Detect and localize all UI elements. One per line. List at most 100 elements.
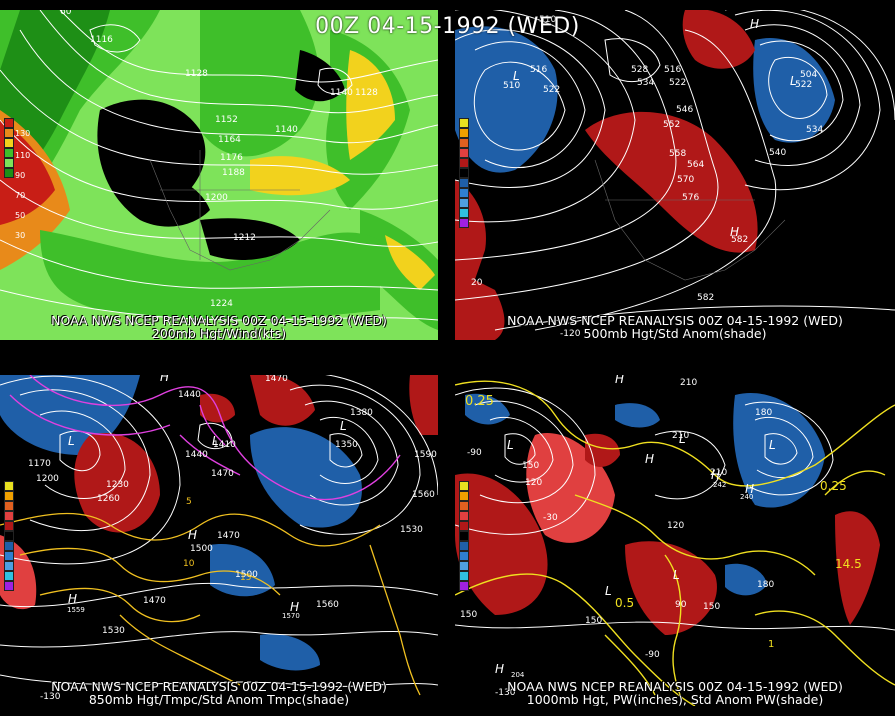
map-main-title: 00Z 04-15-1992 (WED) (315, 14, 580, 39)
caption-line2-500mb: 500mb Hgt/Std Anom(shade) (583, 326, 767, 340)
svg-text:528: 528 (631, 65, 648, 75)
caption-line2-200mb: 200mb Hgt/Wind(kts) (151, 326, 287, 340)
svg-text:-30: -30 (543, 513, 558, 523)
svg-text:582: 582 (731, 235, 748, 245)
svg-text:1380: 1380 (350, 408, 373, 418)
svg-text:L: L (605, 584, 612, 598)
svg-text:-120: -120 (560, 329, 581, 339)
svg-text:522: 522 (669, 78, 686, 88)
svg-text:210: 210 (680, 378, 697, 388)
map-200mb: 1116 1128 1152 1164 1176 1188 1140 1200 … (0, 10, 438, 340)
svg-text:15: 15 (240, 573, 251, 583)
svg-text:534: 534 (806, 125, 823, 135)
colorbar-label: 110 (15, 151, 31, 160)
svg-text:576: 576 (682, 193, 699, 203)
svg-text:H: H (290, 600, 299, 614)
svg-text:150: 150 (703, 602, 720, 612)
svg-text:L: L (340, 419, 347, 433)
svg-text:180: 180 (757, 580, 774, 590)
colorbar-label: 130 (15, 129, 31, 138)
svg-text:210: 210 (710, 468, 727, 478)
svg-text:150: 150 (460, 610, 477, 620)
caption-line1-1000mb: NOAA NWS NCEP REANALYSIS 00Z 04-15-1992 … (507, 679, 843, 694)
caption-line1-200mb: NOAA NWS NCEP REANALYSIS 00Z 04-15-1992 … (51, 313, 387, 328)
svg-text:1560: 1560 (412, 490, 435, 500)
svg-text:1470: 1470 (265, 375, 288, 384)
svg-text:1440: 1440 (185, 450, 208, 460)
svg-text:L: L (68, 434, 75, 448)
svg-text:H: H (68, 592, 77, 606)
svg-text:1260: 1260 (97, 494, 120, 504)
svg-text:204: 204 (511, 671, 525, 679)
svg-text:240: 240 (620, 375, 637, 376)
svg-text:516: 516 (530, 65, 547, 75)
svg-text:504: 504 (800, 70, 817, 80)
svg-text:210: 210 (672, 431, 689, 441)
svg-text:H: H (188, 528, 197, 542)
caption-line1-850mb: NOAA NWS NCEP REANALYSIS 00Z 04-15-1992 … (51, 679, 387, 694)
panel-1000mb: 0.25 0.25 0.5 1 14.5 240 210 -90 150 120… (455, 375, 895, 706)
panel-500mb: 504 510 516 522 510 528 534 516 522 546 … (455, 10, 895, 340)
svg-text:L: L (513, 69, 520, 83)
svg-text:1230: 1230 (106, 480, 129, 490)
svg-text:10: 10 (183, 559, 195, 569)
svg-text:20: 20 (471, 278, 483, 288)
svg-text:L: L (769, 438, 776, 452)
svg-text:1530: 1530 (102, 626, 125, 636)
svg-text:150: 150 (585, 616, 602, 626)
svg-text:582: 582 (697, 293, 714, 303)
svg-text:L: L (790, 74, 797, 88)
svg-text:180: 180 (755, 408, 772, 418)
svg-text:L: L (212, 434, 219, 448)
svg-text:H: H (730, 225, 739, 239)
svg-text:L: L (673, 568, 680, 582)
svg-text:516: 516 (664, 65, 681, 75)
svg-text:1440: 1440 (178, 390, 201, 400)
colorbar-label: 30 (15, 231, 26, 240)
svg-text:1: 1 (768, 639, 774, 650)
colorbar-label: 90 (15, 171, 26, 180)
svg-text:510: 510 (503, 81, 520, 91)
svg-text:1500: 1500 (190, 544, 213, 554)
svg-text:H: H (750, 17, 759, 31)
svg-text:534: 534 (637, 78, 654, 88)
svg-text:546: 546 (676, 105, 693, 115)
svg-text:240: 240 (740, 493, 753, 501)
svg-text:-90: -90 (467, 448, 482, 458)
svg-text:558: 558 (669, 149, 686, 159)
svg-text:570: 570 (677, 175, 694, 185)
svg-text:1128: 1128 (355, 88, 378, 98)
svg-text:540: 540 (769, 148, 786, 158)
svg-text:1152: 1152 (215, 115, 238, 125)
svg-text:H: H (615, 375, 624, 386)
colorbar-850mb (4, 481, 14, 591)
svg-text:90: 90 (675, 600, 687, 610)
svg-text:H: H (645, 452, 654, 466)
svg-text:1200: 1200 (205, 193, 228, 203)
svg-text:H: H (711, 468, 720, 482)
svg-text:120: 120 (525, 478, 542, 488)
svg-text:552: 552 (663, 120, 680, 130)
svg-text:L: L (507, 438, 514, 452)
svg-text:0.25: 0.25 (465, 394, 494, 409)
svg-text:1164: 1164 (218, 135, 241, 145)
svg-text:1470: 1470 (211, 469, 234, 479)
svg-text:1128: 1128 (185, 69, 208, 79)
svg-text:14.5: 14.5 (835, 557, 862, 571)
colorbar-500mb (459, 118, 469, 228)
svg-text:-130: -130 (495, 688, 516, 698)
svg-text:1200: 1200 (36, 474, 59, 484)
svg-text:1530: 1530 (400, 525, 423, 535)
svg-text:1140: 1140 (275, 125, 298, 135)
colorbar-1000mb (459, 481, 469, 591)
svg-text:1140: 1140 (330, 88, 353, 98)
map-850mb: 1470 1440 1410 1440 1470 1380 1350 1170 … (0, 375, 438, 702)
panel-200mb: 1116 1128 1152 1164 1176 1188 1140 1200 … (0, 10, 438, 340)
svg-text:1570: 1570 (282, 612, 300, 620)
svg-text:510: 510 (539, 15, 556, 25)
svg-text:-130: -130 (40, 692, 61, 702)
svg-text:1410: 1410 (213, 440, 236, 450)
svg-text:1560: 1560 (316, 600, 339, 610)
panel-850mb: 1470 1440 1410 1440 1470 1380 1350 1170 … (0, 375, 438, 706)
caption-line2-1000mb: 1000mb Hgt, PW(inches), Std Anom PW(shad… (526, 692, 824, 706)
